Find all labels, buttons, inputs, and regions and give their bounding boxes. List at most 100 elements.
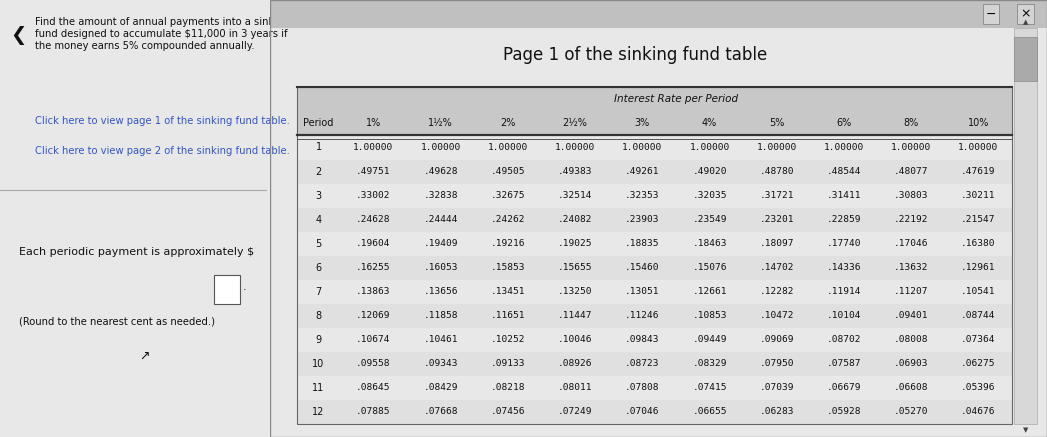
Text: .07668: .07668 <box>423 407 458 416</box>
Text: ▲: ▲ <box>1023 19 1028 25</box>
Text: .17046: .17046 <box>894 239 929 248</box>
Text: .47619: .47619 <box>961 167 996 176</box>
Text: .07587: .07587 <box>827 359 862 368</box>
Text: .06275: .06275 <box>961 359 996 368</box>
Text: .49505: .49505 <box>491 167 526 176</box>
Text: (Round to the nearest cent as needed.): (Round to the nearest cent as needed.) <box>19 317 215 327</box>
Text: .32353: .32353 <box>625 191 660 200</box>
FancyBboxPatch shape <box>297 87 1012 135</box>
Text: .32514: .32514 <box>558 191 593 200</box>
Text: .22859: .22859 <box>827 215 862 224</box>
Text: .10674: .10674 <box>356 335 391 344</box>
FancyBboxPatch shape <box>1013 28 1037 424</box>
Text: .14336: .14336 <box>827 263 862 272</box>
Text: .10104: .10104 <box>827 311 862 320</box>
Text: .11246: .11246 <box>625 311 660 320</box>
Text: ×: × <box>1020 7 1030 21</box>
Text: Period: Period <box>304 118 334 128</box>
Text: .04676: .04676 <box>961 407 996 416</box>
Text: .05396: .05396 <box>961 383 996 392</box>
Text: Interest Rate per Period: Interest Rate per Period <box>614 94 738 104</box>
Text: .33002: .33002 <box>356 191 391 200</box>
FancyBboxPatch shape <box>1013 37 1037 81</box>
Text: 1.00000: 1.00000 <box>824 143 864 152</box>
Text: .19604: .19604 <box>356 239 391 248</box>
Text: .09343: .09343 <box>423 359 458 368</box>
Text: .13051: .13051 <box>625 287 660 296</box>
Text: .19409: .19409 <box>423 239 458 248</box>
Text: 1.00000: 1.00000 <box>488 143 528 152</box>
Text: .: . <box>243 282 247 291</box>
Text: .24082: .24082 <box>558 215 593 224</box>
Text: 1.00000: 1.00000 <box>689 143 730 152</box>
Text: .08011: .08011 <box>558 383 593 392</box>
Text: .24444: .24444 <box>423 215 458 224</box>
Text: .07950: .07950 <box>759 359 794 368</box>
Text: .12961: .12961 <box>961 263 996 272</box>
Text: .09401: .09401 <box>894 311 929 320</box>
Text: .10472: .10472 <box>759 311 794 320</box>
Text: .16255: .16255 <box>356 263 391 272</box>
Text: .05928: .05928 <box>827 407 862 416</box>
Text: .15655: .15655 <box>558 263 593 272</box>
Text: 12: 12 <box>312 407 325 417</box>
Text: .12661: .12661 <box>692 287 727 296</box>
Text: 1.00000: 1.00000 <box>353 143 394 152</box>
Text: .21547: .21547 <box>961 215 996 224</box>
Text: .12069: .12069 <box>356 311 391 320</box>
Text: .49020: .49020 <box>692 167 727 176</box>
Text: .08429: .08429 <box>423 383 458 392</box>
Text: .08926: .08926 <box>558 359 593 368</box>
Text: .08008: .08008 <box>894 335 929 344</box>
Text: .10541: .10541 <box>961 287 996 296</box>
Text: .08645: .08645 <box>356 383 391 392</box>
Text: 4: 4 <box>315 215 321 225</box>
Text: .06608: .06608 <box>894 383 929 392</box>
Text: .10461: .10461 <box>423 335 458 344</box>
Text: .15460: .15460 <box>625 263 660 272</box>
Text: Page 1 of the sinking fund table: Page 1 of the sinking fund table <box>504 46 767 64</box>
Text: .18463: .18463 <box>692 239 727 248</box>
Text: .07415: .07415 <box>692 383 727 392</box>
Text: Click here to view page 1 of the sinking fund table.: Click here to view page 1 of the sinking… <box>35 116 290 126</box>
Text: ↗: ↗ <box>139 350 150 363</box>
Text: .07364: .07364 <box>961 335 996 344</box>
Text: .32035: .32035 <box>692 191 727 200</box>
Text: .48077: .48077 <box>894 167 929 176</box>
Text: .23549: .23549 <box>692 215 727 224</box>
FancyBboxPatch shape <box>297 208 1012 232</box>
Text: .13632: .13632 <box>894 263 929 272</box>
Text: .13863: .13863 <box>356 287 391 296</box>
Text: 5: 5 <box>315 239 321 249</box>
Text: .15076: .15076 <box>692 263 727 272</box>
Text: .08744: .08744 <box>961 311 996 320</box>
Text: .10046: .10046 <box>558 335 593 344</box>
Text: 1.00000: 1.00000 <box>622 143 663 152</box>
Text: .24628: .24628 <box>356 215 391 224</box>
Text: .11207: .11207 <box>894 287 929 296</box>
Text: .09843: .09843 <box>625 335 660 344</box>
Text: .07046: .07046 <box>625 407 660 416</box>
Text: .16053: .16053 <box>423 263 458 272</box>
Text: .12282: .12282 <box>759 287 794 296</box>
Text: .32838: .32838 <box>423 191 458 200</box>
FancyBboxPatch shape <box>297 352 1012 376</box>
Text: 10%: 10% <box>967 118 989 128</box>
Text: .10853: .10853 <box>692 311 727 320</box>
Text: 1.00000: 1.00000 <box>555 143 595 152</box>
Text: .23903: .23903 <box>625 215 660 224</box>
Text: .06679: .06679 <box>827 383 862 392</box>
Text: .11651: .11651 <box>491 311 526 320</box>
Text: .11858: .11858 <box>423 311 458 320</box>
Text: 1.00000: 1.00000 <box>757 143 797 152</box>
Text: .31411: .31411 <box>827 191 862 200</box>
Text: 8%: 8% <box>904 118 919 128</box>
Text: .30211: .30211 <box>961 191 996 200</box>
Text: .19216: .19216 <box>491 239 526 248</box>
Text: .14702: .14702 <box>759 263 794 272</box>
Text: 5%: 5% <box>770 118 784 128</box>
Text: ▼: ▼ <box>1023 427 1028 434</box>
Text: .15853: .15853 <box>491 263 526 272</box>
Text: 1: 1 <box>315 142 321 153</box>
Text: ❮: ❮ <box>10 26 27 45</box>
